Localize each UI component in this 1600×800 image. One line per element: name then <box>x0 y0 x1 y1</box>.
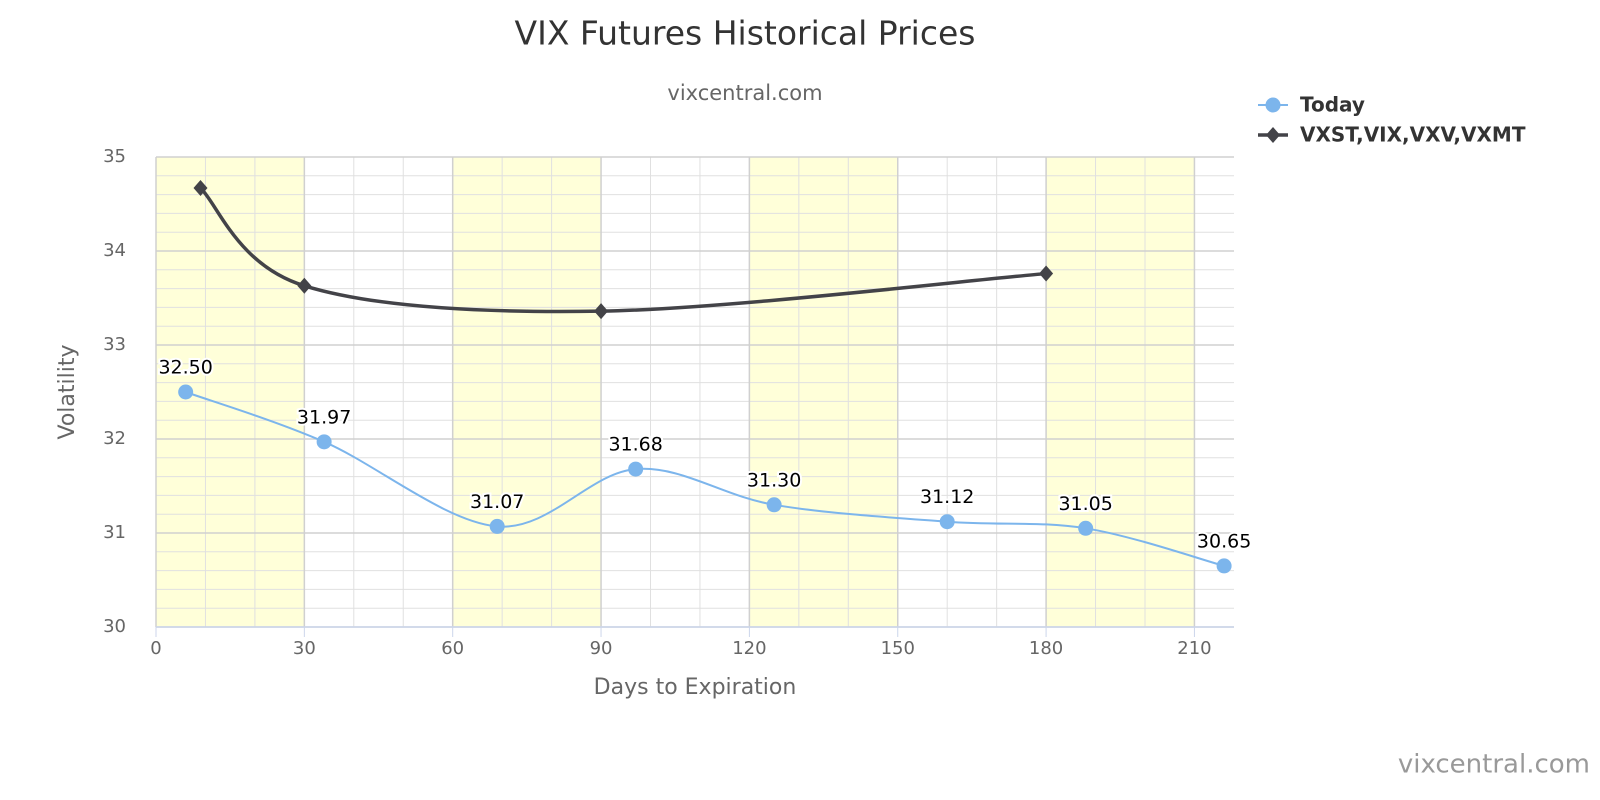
data-label: 31.12 <box>920 486 974 508</box>
chart-title: VIX Futures Historical Prices <box>515 14 976 53</box>
series-line <box>199 186 1047 314</box>
legend-label: VXST,VIX,VXV,VXMT <box>1300 123 1526 147</box>
point <box>594 303 609 320</box>
point <box>316 434 332 450</box>
x-tick-label: 120 <box>732 638 766 659</box>
y-tick-label: 30 <box>103 616 126 637</box>
series-line <box>185 391 1225 567</box>
y-axis-label: Volatility <box>55 344 80 439</box>
plot-band <box>1046 157 1195 627</box>
point <box>193 180 208 197</box>
point <box>766 497 782 513</box>
point <box>1078 520 1094 536</box>
x-tick-label: 0 <box>150 638 161 659</box>
x-tick-label: 210 <box>1177 638 1211 659</box>
point <box>1216 558 1232 574</box>
y-tick-label: 32 <box>103 428 126 449</box>
data-label: 31.97 <box>297 406 351 428</box>
legend-marker <box>1266 127 1280 143</box>
x-axis-label: Days to Expiration <box>594 675 797 700</box>
credits: vixcentral.com <box>1398 750 1590 780</box>
point <box>297 277 312 294</box>
plot-band <box>749 157 898 627</box>
chart-subtitle: vixcentral.com <box>667 81 822 105</box>
point <box>489 518 505 534</box>
x-tick-label: 180 <box>1029 638 1063 659</box>
data-label: 31.68 <box>608 434 662 456</box>
point <box>178 384 194 400</box>
legend-label: Today <box>1300 93 1365 117</box>
data-label: 32.50 <box>158 357 212 379</box>
point <box>1039 265 1054 282</box>
point <box>939 514 955 530</box>
data-label: 31.30 <box>747 469 801 491</box>
plot-band <box>452 157 602 627</box>
legend-marker <box>1265 97 1281 113</box>
y-tick-label: 33 <box>103 334 126 355</box>
data-label: 31.05 <box>1058 493 1112 515</box>
point <box>628 461 644 477</box>
y-tick-label: 34 <box>103 240 126 261</box>
x-tick-label: 60 <box>441 638 464 659</box>
x-tick-label: 30 <box>293 638 316 659</box>
data-label: 30.65 <box>1197 530 1251 552</box>
x-tick-label: 90 <box>590 638 613 659</box>
data-label: 31.07 <box>470 491 524 513</box>
x-tick-label: 150 <box>881 638 915 659</box>
y-tick-label: 35 <box>103 146 126 167</box>
y-tick-label: 31 <box>103 522 126 543</box>
